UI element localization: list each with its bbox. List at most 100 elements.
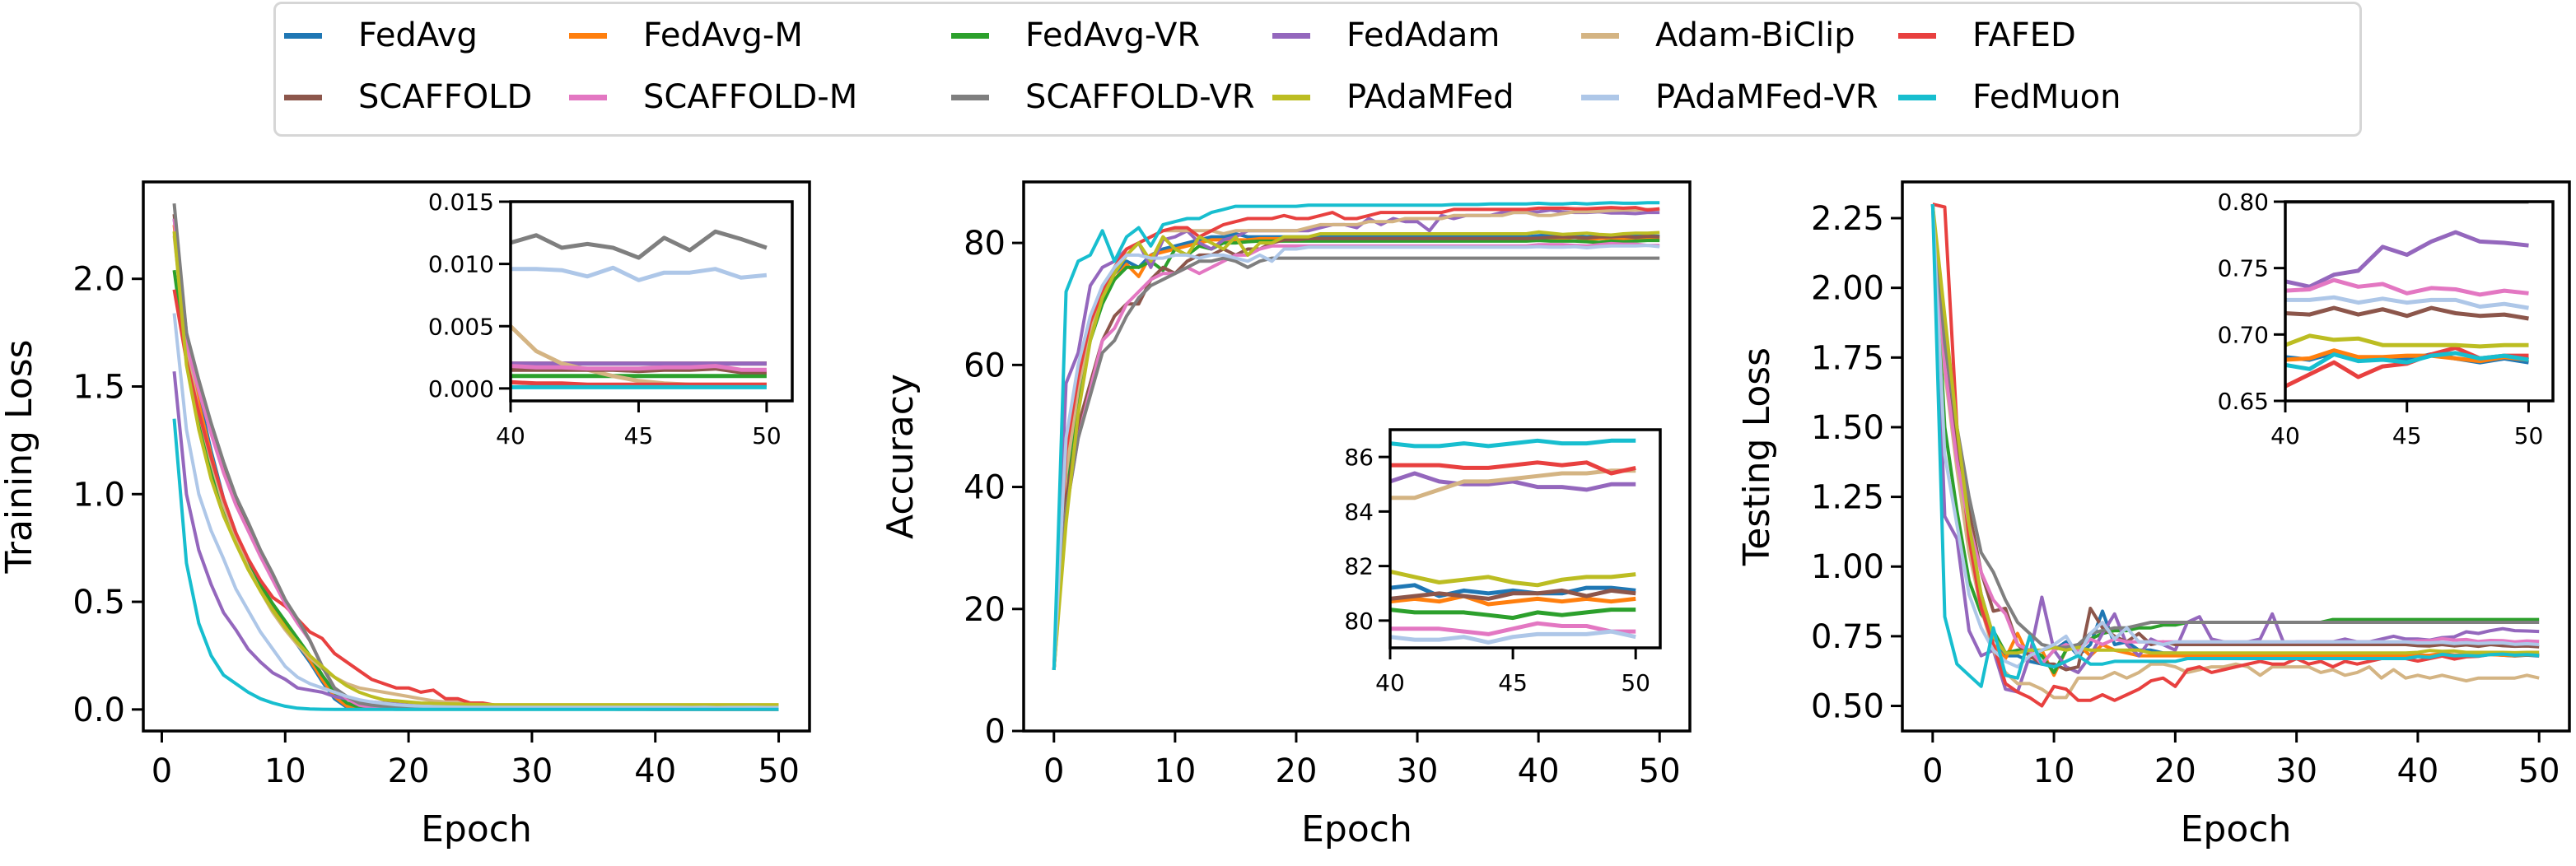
legend-item: PAdaMFed-VR — [1581, 77, 1878, 118]
inset-series-line-padamfed-vr — [511, 265, 768, 282]
x-tick-label: 30 — [2275, 752, 2317, 790]
x-tick-label: 50 — [2518, 752, 2560, 790]
legend-label: PAdaMFed — [1346, 78, 1514, 116]
inset-y-tick-label: 0.70 — [2218, 321, 2269, 348]
legend-swatch — [951, 32, 989, 39]
chart-panel-1: 0 10 20 30 40 50 0 20 40 60 80 Epoch Accuracy 40 45 50 8… — [880, 180, 1692, 850]
series-line-scaffold-vr — [1052, 256, 1660, 671]
y-tick-label: 0.75 — [1811, 618, 1884, 656]
inset-series-line-scaffold — [511, 366, 767, 375]
inset-frame — [2284, 200, 2555, 403]
x-axis-label: Epoch — [1301, 808, 1412, 850]
inset-y-tick-label: 82 — [1344, 553, 1374, 580]
inset-x-tick-label: 40 — [2270, 422, 2300, 449]
x-axis-label: Epoch — [2181, 808, 2292, 850]
inset-y-tick-label: 84 — [1344, 498, 1374, 525]
x-tick-label: 50 — [758, 752, 800, 790]
plot-frame — [142, 180, 811, 733]
y-tick-label: 2.25 — [1811, 200, 1884, 238]
legend-item: SCAFFOLD-M — [569, 77, 857, 118]
y-tick-label: 2.0 — [72, 261, 125, 299]
y-tick-label: 0.50 — [1811, 688, 1884, 726]
legend-swatch — [1272, 32, 1310, 39]
y-axis-label: Accuracy — [880, 374, 922, 539]
inset-x-tick-label: 45 — [624, 422, 654, 449]
legend-item: SCAFFOLD — [284, 77, 532, 118]
series-line-fedadam — [172, 371, 779, 711]
legend-label: PAdaMFed-VR — [1655, 78, 1878, 116]
legend-label: SCAFFOLD-M — [643, 78, 858, 116]
y-tick-label: 1.50 — [1811, 409, 1884, 447]
inset-series-line-scaffold-m — [2285, 277, 2529, 297]
y-tick-label: 60 — [964, 347, 1006, 384]
legend-item: FedAdam — [1272, 15, 1500, 56]
legend-item: SCAFFOLD-VR — [951, 77, 1255, 118]
legend-item: FedAvg-VR — [951, 15, 1200, 56]
inset-series-line-padamfed — [1390, 569, 1636, 588]
legend-swatch — [1898, 32, 1936, 39]
x-tick-label: 30 — [1397, 752, 1439, 790]
inset-x-tick-label: 40 — [1375, 669, 1405, 696]
inset-series-line-padamfed-vr — [1390, 629, 1636, 645]
x-tick-label: 0 — [152, 752, 172, 790]
inset-series-group — [1390, 438, 1636, 645]
plot-frame — [1901, 180, 2571, 733]
y-tick-label: 40 — [964, 469, 1006, 507]
inset-x-tick-label: 50 — [752, 422, 782, 449]
inset-y-tick-label: 86 — [1344, 444, 1374, 471]
legend-label: FedAvg — [358, 16, 478, 54]
x-tick-label: 20 — [1276, 752, 1318, 790]
inset-series-line-fedavg-m — [2285, 348, 2529, 364]
inset-y-tick-label: 0.010 — [428, 251, 494, 278]
y-tick-label: 2.00 — [1811, 270, 1884, 308]
inset-panel: 40 45 50 80 82 84 86 — [1344, 428, 1662, 696]
inset-series-line-fedmuon — [1390, 438, 1636, 449]
x-tick-label: 10 — [264, 752, 306, 790]
inset-y-tick-label: 0.80 — [2218, 189, 2269, 216]
inset-series-line-adam-biclip — [2285, 454, 2529, 481]
legend-item: FedAvg — [284, 15, 478, 56]
x-tick-label: 20 — [2154, 752, 2196, 790]
legend-item: FedMuon — [1898, 77, 2121, 118]
inset-series-line-fedavg-vr — [1390, 608, 1636, 621]
legend-swatch — [284, 32, 322, 39]
inset-series-line-scaffold-m — [511, 364, 767, 372]
legend-swatch — [1581, 94, 1619, 100]
series-line-adam-biclip — [1930, 203, 2540, 700]
series-group — [1052, 201, 1660, 671]
x-tick-label: 50 — [1639, 752, 1681, 790]
x-tick-label: 10 — [1154, 752, 1196, 790]
inset-series-line-scaffold-m — [1390, 621, 1636, 636]
inset-frame — [1388, 428, 1662, 650]
legend-label: FedMuon — [1972, 78, 2121, 116]
legend-label: FedAdam — [1346, 16, 1500, 54]
legend-label: SCAFFOLD-VR — [1025, 78, 1255, 116]
inset-series-line-padamfed-vr — [2285, 295, 2529, 310]
series-group — [1930, 203, 2540, 708]
y-tick-label: 0.5 — [72, 584, 125, 622]
series-line-scaffold — [1052, 235, 1660, 671]
legend-item: PAdaMFed — [1272, 77, 1514, 118]
inset-series-group — [511, 229, 768, 389]
inset-series-line-adam-biclip — [1390, 468, 1636, 501]
inset-series-line-fafed — [511, 379, 767, 387]
inset-series-line-fedmuon — [2285, 351, 2529, 371]
series-line-scaffold — [1930, 203, 2540, 672]
inset-x-tick-label: 50 — [1621, 669, 1650, 696]
inset-frame — [509, 200, 794, 403]
inset-x-tick-label: 40 — [496, 422, 525, 449]
x-tick-label: 40 — [634, 752, 676, 790]
series-line-fedmuon — [1930, 204, 2540, 688]
inset-panel: 40 45 50 0.000 0.005 0.010 0.015 — [428, 189, 794, 449]
chart-panel-2: 0 10 20 30 40 50 0.50 0.75 1.00 1.25 1.50 1.75 2.00 2… — [1736, 180, 2571, 850]
inset-series-line-scaffold-vr — [511, 229, 768, 260]
series-line-fafed — [1052, 206, 1660, 671]
inset-series-line-fedadam — [1390, 471, 1636, 492]
series-line-fedavg-vr — [1052, 239, 1660, 671]
inset-series-line-fedavg-m — [1390, 594, 1636, 607]
inset-x-tick-label: 45 — [1498, 669, 1528, 696]
chart-panel-0: 0 10 20 30 40 50 0.0 0.5 1.0 1.5 2.0 Epoch Training … — [0, 180, 811, 850]
legend-label: Adam-BiClip — [1655, 16, 1855, 54]
y-tick-label: 1.25 — [1811, 479, 1884, 517]
